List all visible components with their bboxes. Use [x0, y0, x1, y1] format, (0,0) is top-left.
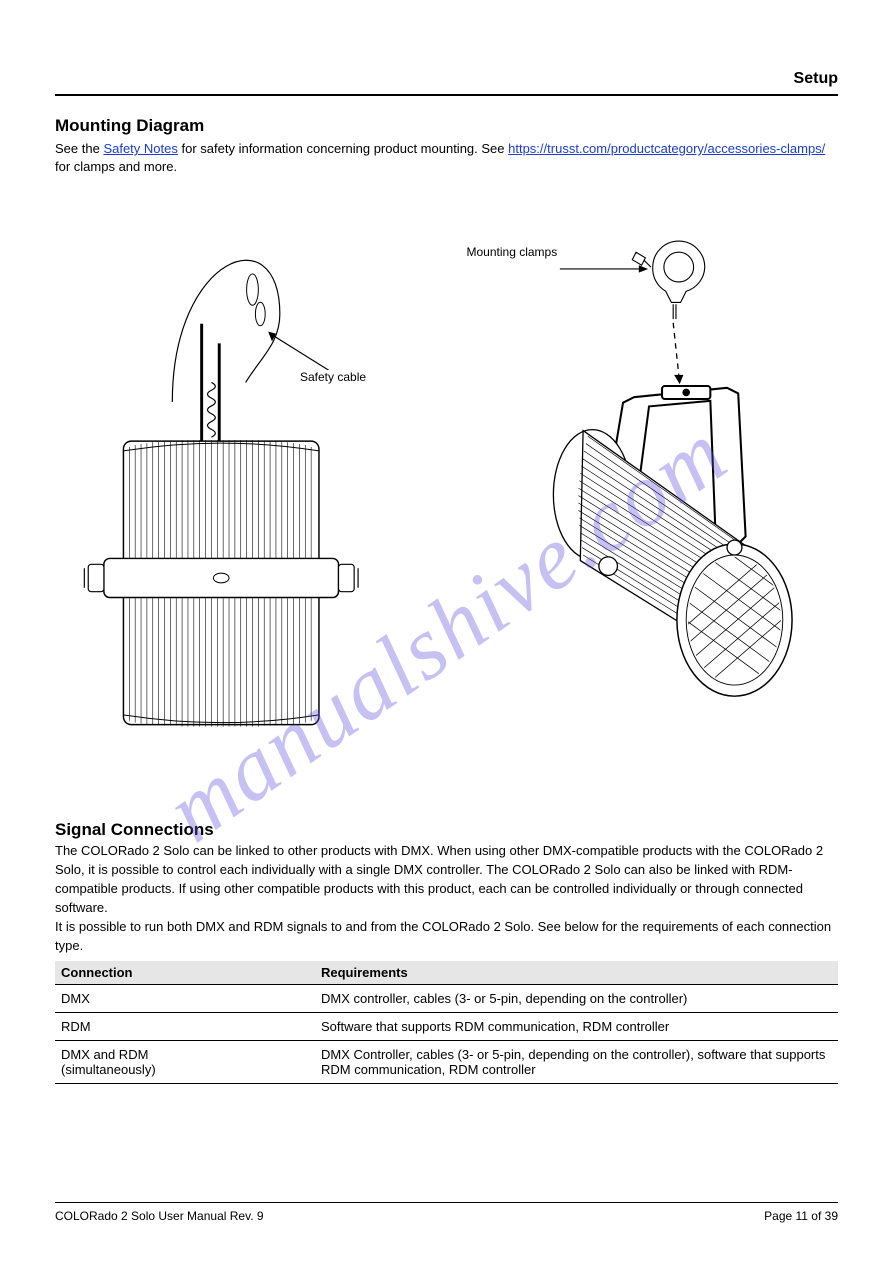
footer-right: Page 11 of 39	[764, 1209, 838, 1223]
th-requirements: Requirements	[315, 961, 838, 985]
signal-title: Signal Connections	[55, 820, 838, 840]
diagram-row: Safety cable	[55, 190, 838, 790]
cell-connection: DMX	[55, 985, 315, 1013]
table-header-row: Connection Requirements	[55, 961, 838, 985]
footer-left: COLORado 2 Solo User Manual Rev. 9	[55, 1209, 264, 1223]
cell-connection: DMX and RDM (simultaneously)	[55, 1041, 315, 1084]
connections-table: Connection Requirements DMX DMX controll…	[55, 961, 838, 1084]
mounting-clamps-label: Mounting clamps	[467, 245, 558, 259]
fixture-iso-svg	[467, 190, 839, 790]
page-footer: COLORado 2 Solo User Manual Rev. 9 Page …	[55, 1202, 838, 1223]
page-header: Setup	[55, 70, 838, 96]
mounting-text-prefix: See the	[55, 141, 103, 156]
signal-body: The COLORado 2 Solo can be linked to oth…	[55, 842, 838, 955]
clamps-url-link[interactable]: https://trusst.com/productcategory/acces…	[508, 141, 825, 156]
table-row: DMX and RDM (simultaneously) DMX Control…	[55, 1041, 838, 1084]
signal-section: Signal Connections The COLORado 2 Solo c…	[55, 820, 838, 1084]
mounting-section: Mounting Diagram See the Safety Notes fo…	[55, 116, 838, 176]
safety-cable-label: Safety cable	[300, 370, 366, 384]
page: Setup Mounting Diagram See the Safety No…	[0, 0, 893, 1263]
table-row: RDM Software that supports RDM communica…	[55, 1013, 838, 1041]
mounting-text-mid: for safety information concerning produc…	[182, 141, 509, 156]
cell-requirements: Software that supports RDM communication…	[315, 1013, 838, 1041]
fixture-side-svg	[55, 190, 427, 790]
th-connection: Connection	[55, 961, 315, 985]
safety-notes-link[interactable]: Safety Notes	[103, 141, 177, 156]
header-section: Setup	[794, 70, 838, 87]
cell-requirements: DMX Controller, cables (3- or 5-pin, dep…	[315, 1041, 838, 1084]
cell-connection: RDM	[55, 1013, 315, 1041]
diagram-left: Safety cable	[55, 190, 427, 790]
table-row: DMX DMX controller, cables (3- or 5-pin,…	[55, 985, 838, 1013]
mounting-text: See the Safety Notes for safety informat…	[55, 140, 838, 176]
mounting-title: Mounting Diagram	[55, 116, 838, 136]
cell-requirements: DMX controller, cables (3- or 5-pin, dep…	[315, 985, 838, 1013]
diagram-right: Mounting clamps	[467, 190, 839, 790]
mounting-text-suffix: for clamps and more.	[55, 159, 177, 174]
